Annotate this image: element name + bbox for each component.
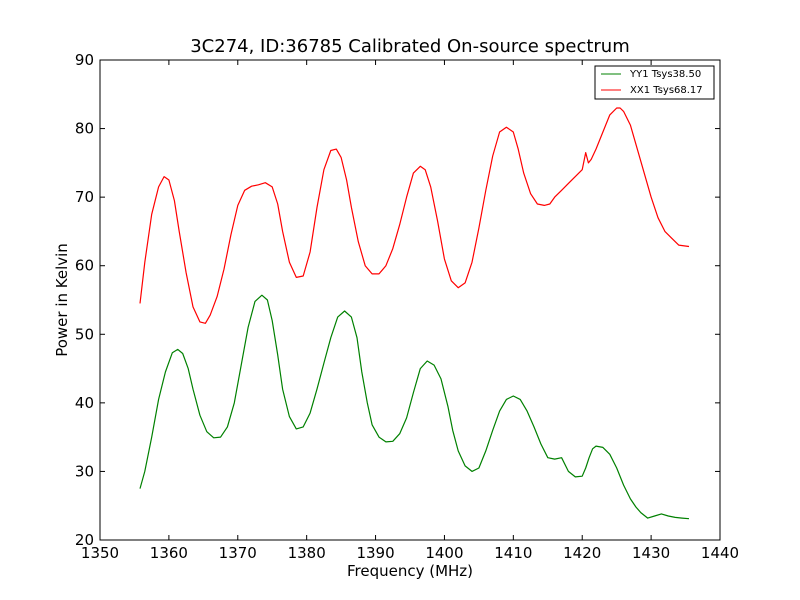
y-tick-label: 90 — [75, 51, 94, 69]
x-tick-label: 1360 — [150, 544, 188, 562]
legend-label-yy1: YY1 Tsys38.50 — [629, 69, 701, 80]
legend: YY1 Tsys38.50 XX1 Tsys68.17 — [594, 65, 715, 100]
y-tick-label: 80 — [75, 120, 94, 138]
plot-area — [100, 60, 720, 540]
x-tick-label: 1400 — [425, 544, 463, 562]
chart-title: 3C274, ID:36785 Calibrated On-source spe… — [190, 36, 630, 57]
x-tick-label: 1350 — [81, 544, 119, 562]
x-tick-label: 1410 — [494, 544, 532, 562]
y-tick-label: 20 — [75, 531, 94, 549]
series-line-1 — [139, 107, 690, 324]
y-tick-label: 50 — [75, 325, 94, 343]
y-axis-ticks: 20 30 40 50 60 70 80 90 — [75, 51, 720, 549]
legend-label-xx1: XX1 Tsys68.17 — [630, 85, 703, 96]
plot-frame — [99, 59, 721, 541]
y-tick-label: 40 — [75, 394, 94, 412]
y-tick-label: 30 — [75, 462, 94, 480]
x-axis-ticks: 1350 1360 1370 1380 1390 1400 1410 1420 1430 1440 — [81, 60, 739, 562]
x-tick-label: 1420 — [563, 544, 601, 562]
y-tick-label: 70 — [75, 188, 94, 206]
series-layer — [139, 107, 690, 520]
series-line-0 — [139, 294, 690, 520]
x-tick-label: 1390 — [356, 544, 394, 562]
x-tick-label: 1370 — [219, 544, 257, 562]
y-tick-label: 60 — [75, 257, 94, 275]
x-tick-label: 1430 — [632, 544, 670, 562]
x-tick-label: 1380 — [288, 544, 326, 562]
legend-box — [594, 65, 715, 100]
x-tick-label: 1440 — [701, 544, 739, 562]
y-axis-label: Power in Kelvin — [53, 243, 71, 357]
x-axis-label: Frequency (MHz) — [347, 562, 473, 580]
